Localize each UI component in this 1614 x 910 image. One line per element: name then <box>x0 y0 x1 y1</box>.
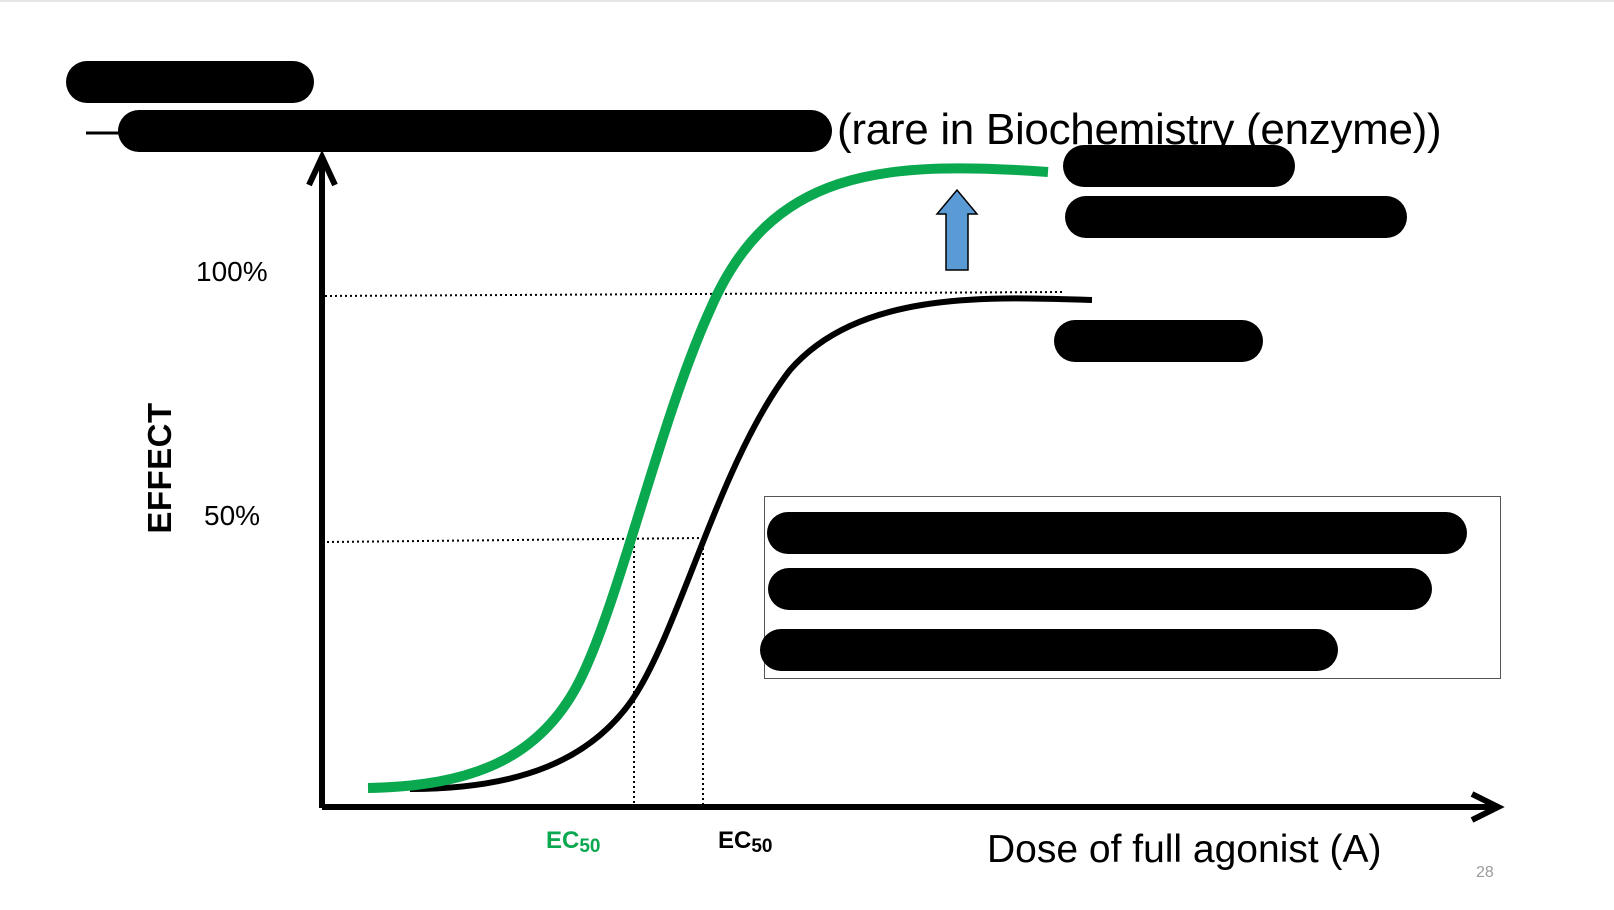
note-box <box>764 496 1501 679</box>
redacted-heading <box>66 61 314 103</box>
slide-top-border <box>0 0 1614 2</box>
redacted-label-green-2 <box>1065 196 1407 238</box>
ec50-green-label: EC50 <box>546 827 600 858</box>
redacted-title <box>118 110 832 152</box>
up-arrow-icon <box>935 188 979 271</box>
y-tick-50: 50% <box>204 500 261 531</box>
redacted-label-green-1 <box>1063 145 1295 187</box>
y-tick-100: 100% <box>196 256 268 287</box>
ec50-green-sub: 50 <box>579 836 601 857</box>
y-axis-label: EFFECT <box>141 402 178 534</box>
redacted-note-line-1 <box>767 512 1467 554</box>
line-100-percent <box>324 291 1063 297</box>
ec50-green-main: EC <box>546 827 580 854</box>
redacted-label-black <box>1054 320 1263 362</box>
redacted-note-line-2 <box>768 568 1432 610</box>
x-axis-label: Dose of full agonist (A) <box>987 828 1382 871</box>
ec50-black-sub: 50 <box>751 836 773 857</box>
y-axis-arrowhead <box>306 149 338 187</box>
green-curve <box>367 163 1049 793</box>
x-axis-arrowhead <box>1470 791 1505 823</box>
page-number: 28 <box>1476 864 1494 881</box>
ec50-black-label: EC50 <box>718 827 772 858</box>
ec50-black-main: EC <box>718 827 752 854</box>
line-50-percent <box>326 537 704 543</box>
redacted-note-line-3 <box>760 629 1338 671</box>
black-curve <box>409 295 1093 792</box>
